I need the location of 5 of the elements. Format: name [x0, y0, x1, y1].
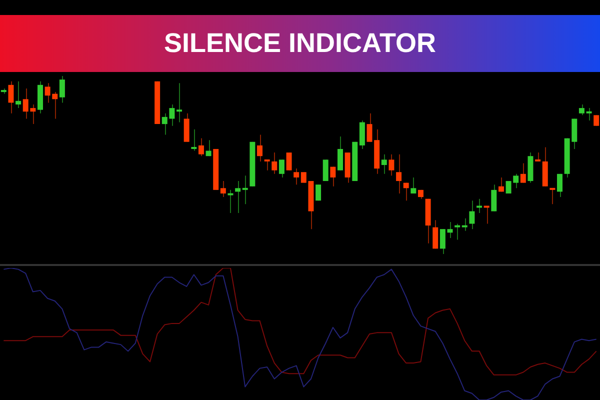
candlestick	[594, 114, 600, 126]
candlestick	[286, 152, 292, 171]
chart-title: SILENCE INDICATOR	[0, 15, 600, 72]
candlestick	[322, 159, 328, 182]
candlestick	[316, 184, 322, 202]
